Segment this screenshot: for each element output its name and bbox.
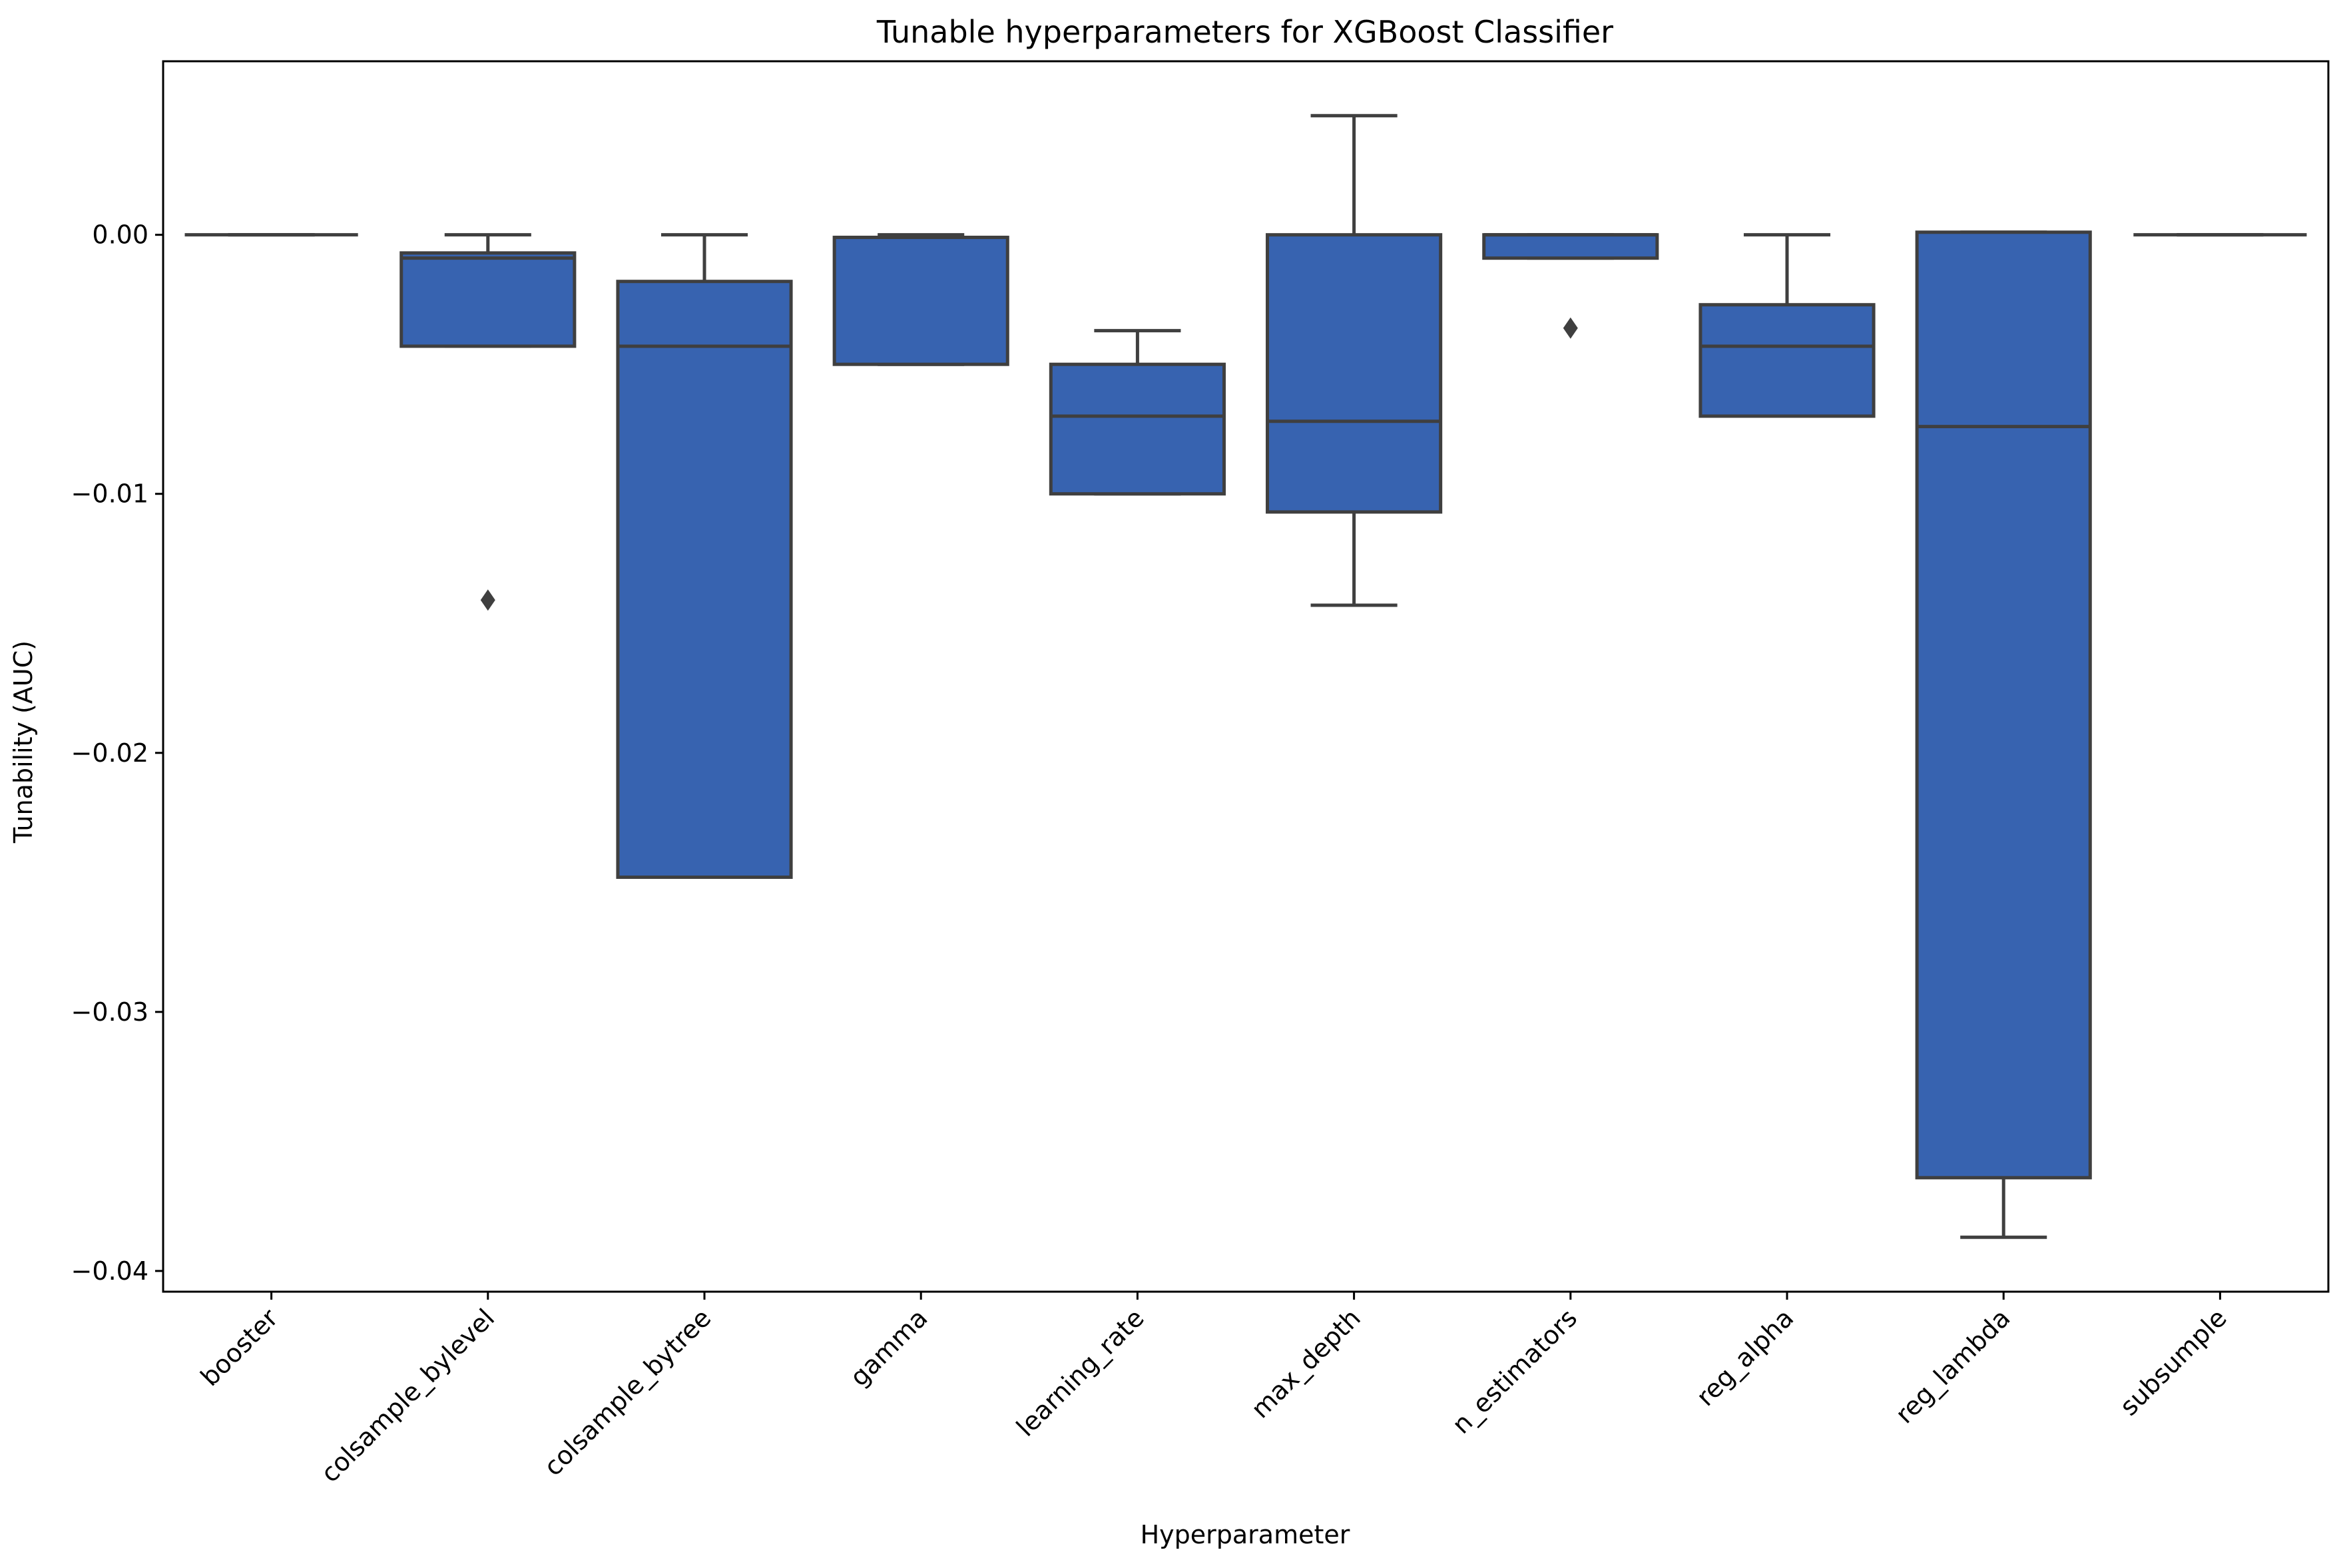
y-tick-label: 0.00: [92, 220, 148, 250]
outlier-point: [1563, 317, 1578, 339]
y-tick-label: −0.03: [71, 997, 148, 1027]
box-iqr: [1482, 233, 1659, 260]
y-tick-label: −0.04: [71, 1256, 148, 1286]
box-n_estimators: [1482, 233, 1659, 339]
box-iqr: [616, 280, 793, 880]
box-iqr: [1698, 303, 1876, 418]
plot-area: [162, 60, 2330, 1293]
y-axis: 0.00 −0.01 −0.02 −0.03 −0.04: [71, 220, 163, 1286]
box-iqr: [832, 236, 1009, 366]
box-reg_lambda: [1915, 230, 2092, 1239]
box-gamma: [832, 233, 1009, 366]
chart-title: Tunable hyperparameters for XGBoost Clas…: [876, 14, 1613, 50]
box-colsample_bytree: [616, 233, 793, 880]
box-iqr: [1915, 230, 2092, 1180]
box-reg_alpha: [1698, 233, 1876, 418]
box-max_depth: [1266, 114, 1443, 607]
plot-frame: [162, 60, 2330, 1293]
box-iqr: [1049, 362, 1226, 496]
y-tick-label: −0.01: [71, 479, 148, 509]
outlier-point: [480, 589, 495, 611]
box-iqr: [399, 251, 577, 348]
y-tick-label: −0.02: [71, 738, 148, 768]
box-iqr: [1266, 233, 1443, 514]
y-axis-label: Tunability (AUC): [9, 641, 38, 844]
box-learning_rate: [1049, 329, 1226, 496]
x-axis-label: Hyperparameter: [1141, 1520, 1350, 1549]
box-colsample_bylevel: [399, 233, 577, 611]
